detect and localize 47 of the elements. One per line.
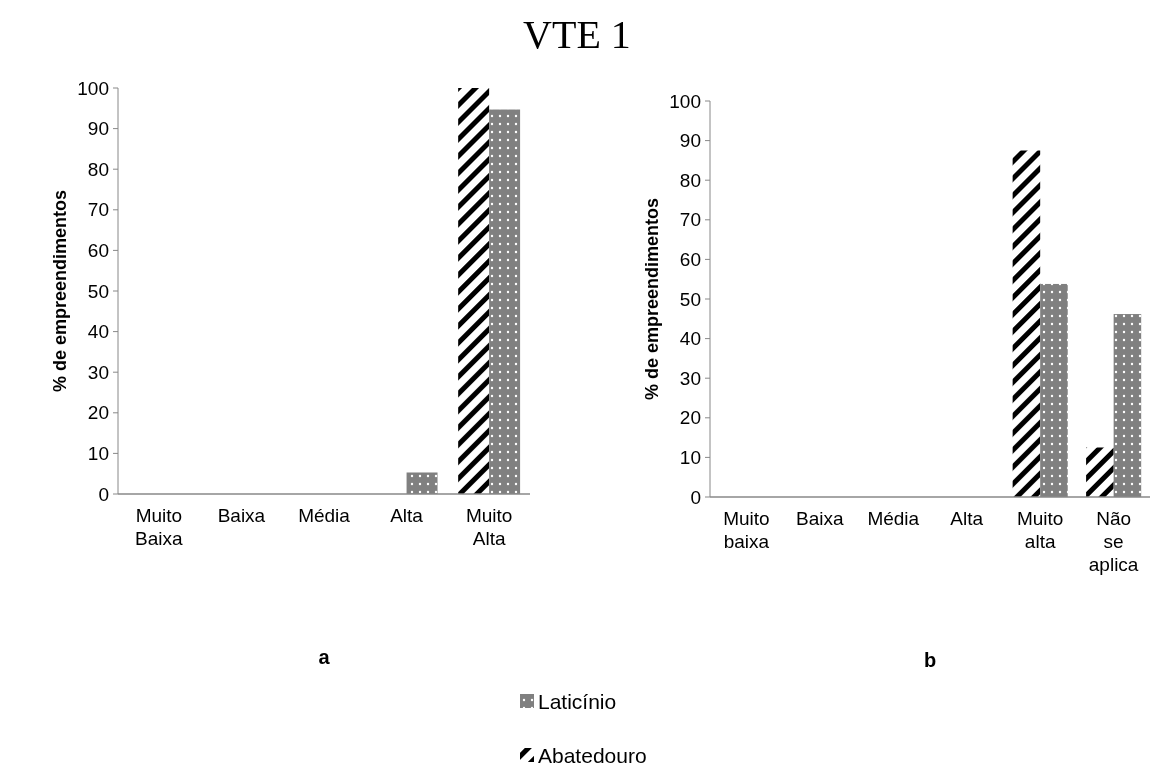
y-tick-label: 80 [679,169,701,191]
bar [1012,150,1041,497]
y-tick-label: 30 [679,367,701,389]
x-tick-label: Baixa [217,505,266,526]
y-tick-label: 10 [679,447,701,469]
y-tick-label: 20 [679,407,701,429]
y-axis-title: % de empreendimentos [50,189,70,393]
y-tick-label: 40 [87,321,109,343]
bar [406,472,438,494]
x-tick-label: Muito baixa [723,508,770,552]
y-tick-label: 90 [679,130,701,152]
x-tick-label: Não se aplica [1088,508,1139,575]
x-axis-title: a [318,646,331,668]
y-tick-label: 80 [87,158,109,180]
y-tick-label: 0 [690,486,701,508]
chart-title: VTE 1 [523,12,631,57]
bar [458,88,490,494]
y-tick-label: 100 [669,90,701,112]
bar [1113,314,1142,497]
bar [1040,283,1068,497]
x-tick-label: Alta [390,505,424,526]
y-tick-label: 100 [77,77,109,99]
x-tick-label: Média [867,508,920,529]
y-tick-label: 10 [87,443,109,465]
y-tick-label: 90 [87,118,109,140]
x-tick-label: Muito Alta [465,505,513,549]
x-tick-label: Baixa [796,508,845,529]
legend-label: Abatedouro [538,744,647,768]
legend-label: Laticínio [538,690,617,714]
y-tick-label: 70 [87,199,109,221]
x-tick-label: Muito alta [1016,508,1064,552]
x-tick-label: Muito Baixa [135,505,184,549]
y-tick-label: 50 [87,280,109,302]
y-axis-title: % de empreendimentos [642,197,662,401]
y-tick-label: 50 [679,288,701,310]
bar [489,109,521,494]
x-tick-label: Média [298,505,351,526]
x-tick-label: Alta [950,508,984,529]
y-tick-label: 0 [98,483,109,505]
y-tick-label: 20 [87,402,109,424]
y-tick-label: 30 [87,361,109,383]
y-tick-label: 60 [679,249,701,271]
y-tick-label: 40 [679,328,701,350]
bar [1086,447,1114,497]
x-axis-title: b [923,649,937,671]
y-tick-label: 70 [679,209,701,231]
y-tick-label: 60 [87,240,109,262]
